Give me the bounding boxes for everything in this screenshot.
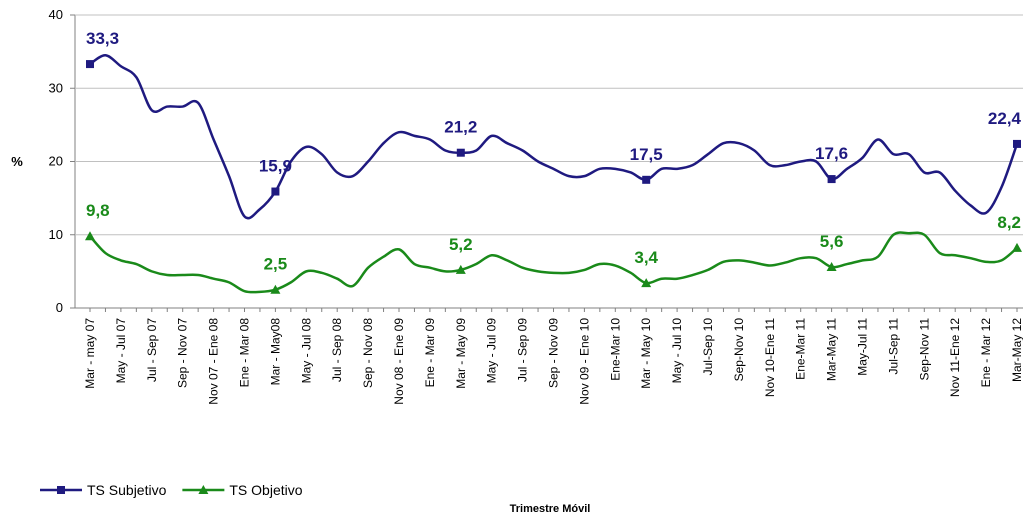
- x-tick-label: Ene-Mar 10: [608, 318, 622, 381]
- x-tick-label: Jul - Sep 09: [516, 318, 530, 382]
- x-axis-title: Trimestre Móvil: [510, 503, 591, 515]
- x-tick-label: Sep - Nov 08: [361, 318, 375, 388]
- x-tick-label: Ene-Mar 11: [794, 318, 808, 380]
- marker: [827, 175, 836, 184]
- x-tick-label: Nov 10-Ene 11: [763, 318, 777, 397]
- x-tick-label: Nov 11-Ene 12: [948, 318, 962, 397]
- marker: [456, 148, 465, 157]
- marker: [86, 60, 94, 69]
- marker: [642, 175, 651, 184]
- marker: [1013, 139, 1021, 148]
- x-tick-label: Ene - Mar 12: [979, 318, 993, 388]
- x-tick-label: May - Jul 07: [114, 318, 128, 384]
- data-label: 3,4: [634, 248, 658, 267]
- legend-label: TS Subjetivo: [87, 482, 167, 498]
- y-axis-title: %: [11, 154, 23, 169]
- x-tick-label: Sep-Nov 11: [917, 318, 931, 381]
- y-tick-label: 40: [49, 7, 63, 22]
- data-label: 15,9: [259, 157, 292, 176]
- marker: [57, 486, 65, 494]
- x-tick-label: Jul-Sep 11: [886, 318, 900, 375]
- x-tick-label: Mar - May 09: [454, 318, 468, 389]
- x-tick-label: Jul-Sep 10: [701, 318, 715, 376]
- x-tick-label: Jul - Sep 08: [330, 318, 344, 382]
- y-tick-label: 20: [49, 154, 63, 169]
- x-tick-label: May-Jul 11: [856, 318, 870, 376]
- x-tick-label: Nov 09 - Ene 10: [577, 318, 591, 405]
- data-label: 9,8: [86, 201, 110, 220]
- x-tick-label: Mar-May 12: [1010, 318, 1023, 382]
- x-tick-label: Sep-Nov 10: [732, 318, 746, 382]
- y-tick-label: 0: [56, 300, 63, 315]
- marker: [85, 231, 95, 241]
- marker: [641, 278, 652, 288]
- series-line: [89, 54, 1019, 220]
- data-label: 17,5: [630, 145, 663, 164]
- data-label: 22,4: [988, 109, 1022, 128]
- data-label: 2,5: [264, 255, 288, 274]
- x-tick-label: Sep - Nov 09: [547, 318, 561, 388]
- data-label: 5,6: [820, 232, 844, 251]
- legend-label: TS Objetivo: [229, 482, 302, 498]
- x-tick-label: Nov 08 - Ene 09: [392, 318, 406, 405]
- marker: [1012, 242, 1022, 252]
- marker: [826, 261, 837, 271]
- x-tick-label: Jul - Sep 07: [145, 318, 159, 382]
- x-tick-label: Mar - May 10: [639, 318, 653, 389]
- x-tick-label: Ene - Mar 08: [238, 318, 252, 388]
- x-tick-label: May - Jul 10: [670, 318, 684, 384]
- x-tick-label: Mar-May 11: [825, 318, 839, 381]
- data-label: 33,3: [86, 29, 119, 48]
- x-tick-label: Mar - May08: [268, 318, 282, 386]
- marker: [270, 284, 281, 294]
- x-tick-label: Sep - Nov 07: [176, 318, 190, 388]
- data-label: 17,6: [815, 144, 848, 163]
- data-label: 21,2: [444, 118, 477, 137]
- y-tick-label: 10: [49, 227, 63, 242]
- x-tick-label: Ene - Mar 09: [423, 318, 437, 388]
- y-tick-label: 30: [49, 80, 63, 95]
- marker: [271, 187, 280, 196]
- x-tick-label: Nov 07 - Ene 08: [207, 318, 221, 405]
- x-tick-label: May - Jul 09: [485, 318, 499, 384]
- marker: [455, 264, 466, 274]
- series-line: [89, 231, 1018, 294]
- data-label: 8,2: [997, 213, 1021, 232]
- data-label: 5,2: [449, 235, 473, 254]
- marker: [198, 485, 209, 494]
- x-tick-label: Mar - may 07: [83, 318, 97, 389]
- x-tick-label: May - Jul 08: [299, 318, 313, 384]
